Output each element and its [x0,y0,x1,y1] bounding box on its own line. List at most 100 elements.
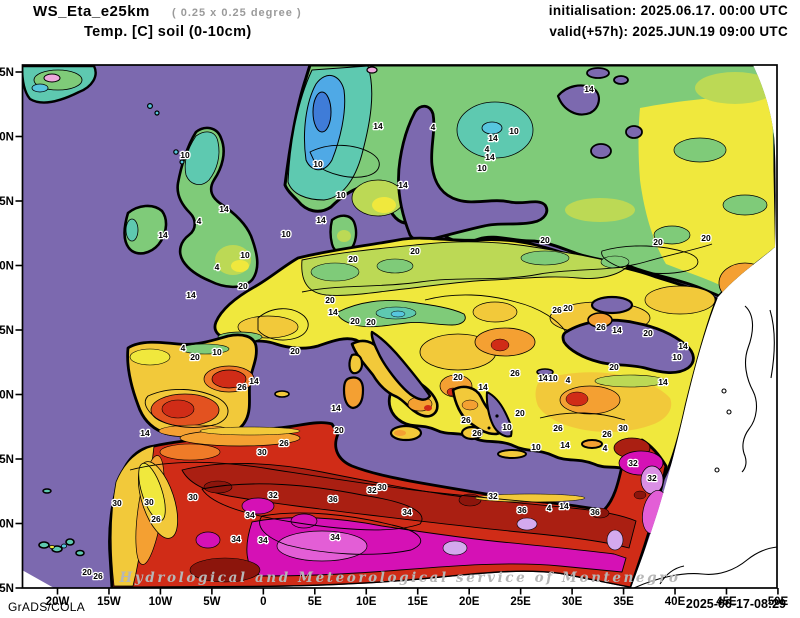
baltic-sea [397,104,549,243]
contour-value-label: 10 [509,126,519,136]
creation-timestamp: 2025-06-17-08:29 [685,597,786,611]
contour-value-label: 14 [331,403,341,413]
x-tick-label: 0 [260,596,266,608]
lake-ladoga [590,143,612,159]
atlas-warm-streak [138,462,166,522]
field-title: Temp. [C] soil (0-10cm) [84,24,252,40]
x-tick-label: 10E [356,596,377,608]
x-axis-ticks: 20W 15W 10W 5W 0 5E 10E 15E 20E 25E 30E 35E 40E 45E 50… [46,588,789,608]
contour-value-label: 10 [240,250,250,260]
contour-value-label: 4 [485,144,490,154]
y-tick-label: 35N [0,454,14,466]
y-axis-ticks: 65N 60N 55N 50N 45N 40N 35N 30N 25N [0,67,22,595]
contour-value-label: 32 [367,485,377,495]
valid-time-line: valid(+57h): 2025.JUN.19 09:00 UTC [549,24,788,39]
tundra-lake [586,67,610,79]
y-tick-label: 55N [0,196,14,208]
contour-value-label: 20 [563,303,573,313]
contour-value-label: 14 [538,373,548,383]
balearic-islands [274,390,290,398]
contour-value-label: 30 [257,447,267,457]
x-tick-label: 35E [613,596,634,608]
contour-value-label: 20 [653,237,663,247]
y-tick-label: 60N [0,132,14,144]
contour-value-label: 26 [151,514,161,524]
contour-value-label: 14 [658,377,668,387]
peloponnese [460,425,484,441]
contour-value-label: 30 [112,498,122,508]
crete [497,449,527,459]
hebrides [173,149,179,155]
contour-value-label: 26 [602,429,612,439]
x-tick-label: 20E [459,596,480,608]
contour-value-label: 20 [348,254,358,264]
x-tick-label: 5E [308,596,322,608]
contour-value-label: 10 [548,373,558,383]
contour-value-label: 20 [643,328,653,338]
contour-value-label: 10 [502,422,512,432]
contour-value-label: 14 [560,440,570,450]
sardinia [342,376,365,410]
contour-value-label: 26 [461,415,471,425]
contour-value-label: 20 [515,408,525,418]
contour-value-label: 14 [488,133,498,143]
contour-value-label: 26 [472,428,482,438]
iceland-warm-spot [43,73,61,83]
contour-value-label: 10 [336,190,346,200]
contour-value-label: 14 [140,428,150,438]
adriatic-sea [370,330,432,401]
contour-value-label: 20 [540,235,550,245]
contour-value-label: 4 [215,262,220,272]
contour-value-label: 34 [402,507,412,517]
contour-value-label: 10 [281,229,291,239]
contour-value-label: 36 [517,505,527,515]
x-tick-label: 10W [149,596,173,608]
contour-value-label: 20 [325,295,335,305]
init-time-line: initialisation: 2025.06.17. 00:00 UTC [548,3,788,18]
contour-value-label: 30 [188,492,198,502]
contour-value-label: 32 [647,473,657,483]
contour-value-label: 4 [547,503,552,513]
contour-value-label: 30 [377,482,387,492]
contour-value-label: 32 [488,491,498,501]
domain-corner-notch [22,570,54,588]
scotland-cool-patch [184,131,220,185]
contour-value-label: 36 [590,507,600,517]
x-tick-label: 15E [407,596,428,608]
canary-islands [38,488,85,557]
contour-value-label: 14 [249,376,259,386]
contour-value-label: 14 [186,290,196,300]
model-title: WS_Eta_e25km [33,3,150,20]
faroe-islands [147,102,154,109]
contour-value-label: 4 [431,122,436,132]
contour-value-label: 14 [584,84,594,94]
y-tick-label: 45N [0,325,14,337]
contour-value-label: 36 [328,494,338,504]
x-tick-label: 50E [768,596,789,608]
contour-value-label: 10 [180,150,190,160]
contour-value-label: 26 [93,571,103,581]
contour-value-label: 20 [453,372,463,382]
contour-value-label: 20 [701,233,711,243]
y-tick-label: 25N [0,583,14,595]
contour-value-label: 14 [559,501,569,511]
grads-credit: GrADS/COLA [8,600,86,614]
contour-value-label: 20 [410,246,420,256]
contour-lines [129,144,713,555]
x-tick-label: 30E [562,596,583,608]
resolution-note: ( 0.25 x 0.25 degree ) [172,7,302,19]
contour-value-label: 34 [231,534,241,544]
contour-value-label: 14 [219,204,229,214]
contour-value-label: 26 [553,423,563,433]
x-tick-label: 40E [665,596,686,608]
contour-value-label: 4 [181,343,186,353]
contour-value-label: 20 [82,567,92,577]
caspian-coastline [741,305,758,473]
cyprus [581,439,603,449]
region-ireland [123,204,168,255]
x-tick-label: 15W [97,596,121,608]
contour-value-label: 26 [279,438,289,448]
contour-value-label: 30 [144,497,154,507]
contour-value-label: 14 [316,215,326,225]
